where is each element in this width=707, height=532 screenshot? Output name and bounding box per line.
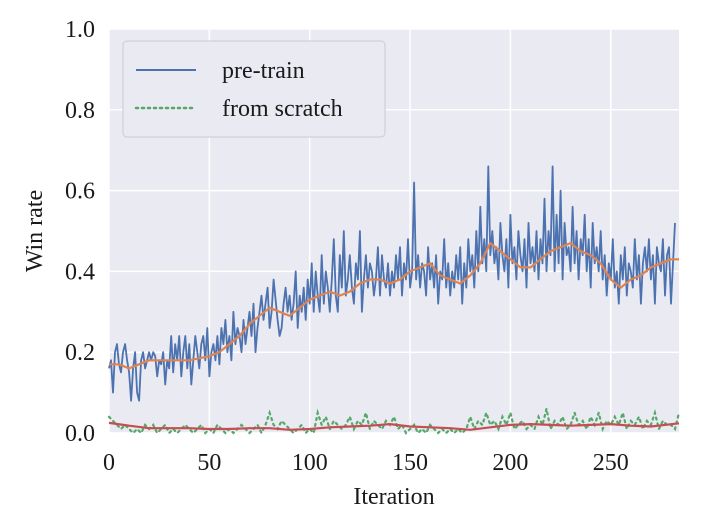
legend-box [122,40,386,138]
x-tick-label: 50 [197,450,221,476]
pre-train-smoothed-line [109,242,679,370]
x-tick-label: 250 [593,450,629,476]
pre-train-series-line [108,165,676,402]
x-tick-label: 100 [292,450,328,476]
y-tick-label: 1.0 [65,17,95,43]
series-layer [107,165,681,436]
y-tick-label: 0.8 [65,98,95,124]
from-scratch-smoothed-line [108,421,680,431]
y-tick-label: 0.6 [65,179,95,205]
y-tick-label: 0.4 [65,259,95,285]
y-tick-label: 0.0 [65,421,95,447]
tick-labels: 0 50 100 150 200 250 0.0 0.2 0.4 0.6 0.8 1.0 [65,17,629,476]
x-axis-label: Iteration [353,484,434,510]
legend: pre-train from scratch [122,40,386,138]
x-tick-label: 200 [492,450,528,476]
legend-scratch-label: from scratch [222,96,343,122]
legend-pretrain-label: pre-train [222,58,305,84]
x-tick-label: 0 [103,450,115,476]
y-axis-label: Win rate [22,190,48,272]
y-tick-label: 0.2 [65,340,95,366]
x-tick-label: 150 [392,450,428,476]
